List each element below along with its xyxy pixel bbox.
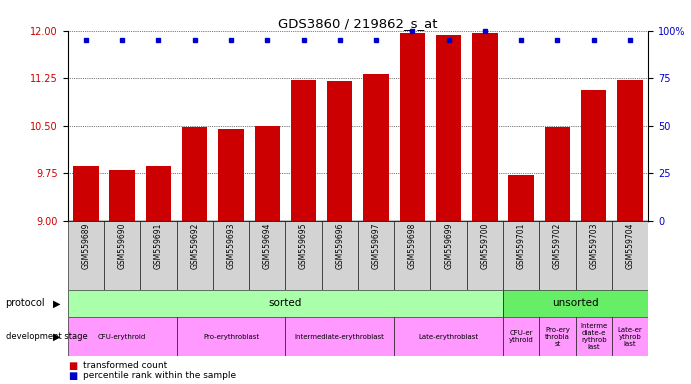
Text: GSM559690: GSM559690	[117, 223, 126, 269]
Bar	[213, 221, 249, 290]
Text: GSM559697: GSM559697	[372, 223, 381, 269]
Text: ■: ■	[68, 371, 77, 381]
Text: GSM559689: GSM559689	[82, 223, 91, 269]
Text: Interme
diate-e
rythrob
last: Interme diate-e rythrob last	[580, 323, 607, 350]
Bar	[177, 221, 213, 290]
Text: CFU-er
ythroid: CFU-er ythroid	[509, 330, 533, 343]
Bar	[394, 317, 503, 356]
Bar	[68, 221, 104, 290]
Text: GSM559702: GSM559702	[553, 223, 562, 269]
Bar	[322, 221, 358, 290]
Bar	[285, 317, 394, 356]
Text: GSM559698: GSM559698	[408, 223, 417, 269]
Bar	[146, 166, 171, 221]
Text: GSM559691: GSM559691	[154, 223, 163, 269]
Text: GSM559692: GSM559692	[190, 223, 199, 269]
Text: GSM559695: GSM559695	[299, 223, 308, 269]
Bar	[182, 127, 207, 221]
Bar	[394, 221, 430, 290]
Text: development stage: development stage	[6, 332, 87, 341]
Text: GSM559694: GSM559694	[263, 223, 272, 269]
Text: Pro-ery
throbla
st: Pro-ery throbla st	[545, 326, 570, 347]
Text: ■: ■	[68, 361, 77, 371]
Bar	[617, 79, 643, 221]
Text: transformed count: transformed count	[83, 361, 167, 371]
Bar	[539, 317, 576, 356]
Text: protocol: protocol	[6, 298, 45, 308]
Bar	[73, 166, 99, 221]
Text: GSM559693: GSM559693	[227, 223, 236, 269]
Bar	[503, 221, 539, 290]
Text: GSM559700: GSM559700	[480, 223, 489, 269]
Text: ▶: ▶	[53, 331, 60, 342]
Bar	[503, 317, 539, 356]
Title: GDS3860 / 219862_s_at: GDS3860 / 219862_s_at	[278, 17, 437, 30]
Bar	[285, 221, 322, 290]
Text: Intermediate-erythroblast: Intermediate-erythroblast	[295, 334, 385, 339]
Text: GSM559703: GSM559703	[589, 223, 598, 269]
Bar	[363, 74, 389, 221]
Bar	[472, 33, 498, 221]
Bar	[436, 35, 462, 221]
Bar	[612, 221, 648, 290]
Text: GSM559701: GSM559701	[517, 223, 526, 269]
Bar	[104, 221, 140, 290]
Text: Late-erythroblast: Late-erythroblast	[419, 334, 479, 339]
Bar	[399, 33, 425, 221]
Bar	[576, 317, 612, 356]
Bar	[327, 81, 352, 221]
Bar	[545, 127, 570, 221]
Text: Late-er
ythrob
last: Late-er ythrob last	[618, 326, 643, 347]
Bar	[539, 221, 576, 290]
Bar	[291, 79, 316, 221]
Text: GSM559699: GSM559699	[444, 223, 453, 269]
Text: unsorted: unsorted	[552, 298, 599, 308]
Text: Pro-erythroblast: Pro-erythroblast	[203, 334, 259, 339]
Bar	[430, 221, 467, 290]
Text: ▶: ▶	[53, 298, 60, 308]
Bar	[177, 317, 285, 356]
Bar	[249, 221, 285, 290]
Text: GSM559704: GSM559704	[625, 223, 634, 269]
Bar	[68, 290, 503, 317]
Bar	[68, 317, 177, 356]
Text: CFU-erythroid: CFU-erythroid	[98, 334, 146, 339]
Bar	[109, 170, 135, 221]
Text: sorted: sorted	[269, 298, 302, 308]
Bar	[358, 221, 394, 290]
Bar	[254, 126, 280, 221]
Bar	[612, 317, 648, 356]
Bar	[467, 221, 503, 290]
Bar	[503, 290, 648, 317]
Text: GSM559696: GSM559696	[335, 223, 344, 269]
Bar	[140, 221, 177, 290]
Bar	[509, 175, 534, 221]
Bar	[581, 89, 607, 221]
Bar	[576, 221, 612, 290]
Bar	[218, 129, 244, 221]
Text: percentile rank within the sample: percentile rank within the sample	[83, 371, 236, 380]
